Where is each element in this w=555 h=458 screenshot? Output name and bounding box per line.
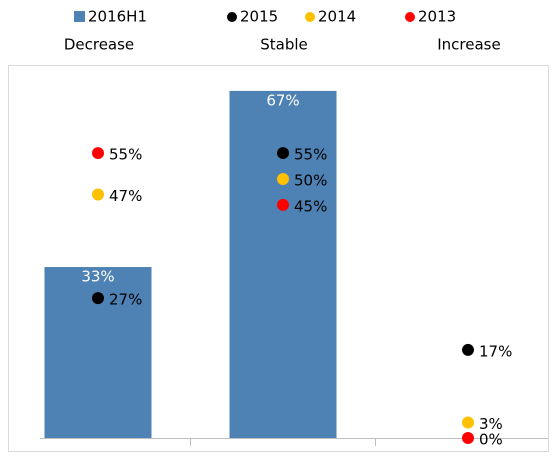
plot-frame [8, 65, 549, 452]
dot-label: 17% [479, 342, 512, 360]
dot-label: 27% [109, 291, 142, 309]
legend-label: 2013 [418, 8, 456, 26]
legend-label: 2015 [240, 8, 278, 26]
dot [277, 198, 289, 211]
bar-label: 33% [81, 268, 114, 286]
dot [92, 147, 104, 160]
category-label: Stable [260, 36, 308, 54]
dot-label: 0% [479, 431, 503, 449]
legend-label: 2014 [318, 8, 356, 26]
category-label: Decrease [64, 36, 134, 54]
legend-swatch [74, 11, 85, 22]
legend-swatch [405, 12, 415, 22]
dot [277, 147, 289, 160]
dot-label: 47% [109, 187, 142, 205]
dot-label: 3% [479, 415, 503, 433]
dot-label: 45% [294, 197, 327, 215]
dot [462, 343, 474, 356]
dot-label: 55% [294, 146, 327, 164]
legend-swatch [305, 12, 315, 22]
dot [92, 188, 104, 201]
dot [462, 416, 474, 429]
dot [462, 432, 474, 444]
dot [277, 172, 289, 185]
legend-swatch [227, 12, 237, 22]
dot-label: 50% [294, 171, 327, 189]
legend-label: 2016H1 [88, 8, 147, 26]
dot-label: 55% [109, 146, 142, 164]
category-label: Increase [437, 36, 500, 54]
bar-label: 67% [266, 91, 299, 109]
dot [92, 292, 104, 305]
bar [229, 90, 337, 439]
